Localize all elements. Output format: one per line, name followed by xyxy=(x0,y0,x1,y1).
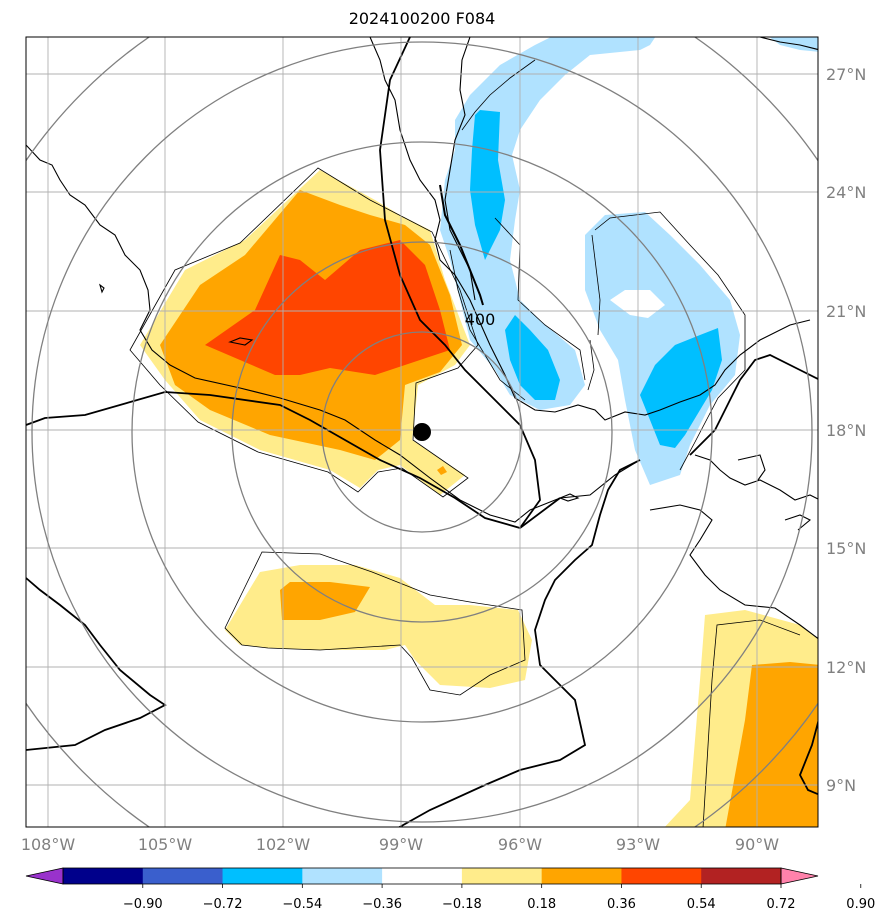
positive-anomaly-region-southeast xyxy=(664,610,818,827)
lat-label: 12°N xyxy=(826,658,866,677)
negative-anomaly-region-caribbean xyxy=(585,212,740,485)
colorbar-tick-label: 0.36 xyxy=(607,897,636,912)
lon-label: 93°W xyxy=(616,835,660,854)
coastlines xyxy=(26,37,818,640)
positive-anomaly-region-south xyxy=(225,565,532,688)
lat-label: 24°N xyxy=(826,183,866,202)
lon-label: 105°W xyxy=(138,835,193,854)
colorbar-extension-high xyxy=(781,868,818,884)
colorbar-swatch xyxy=(382,868,463,884)
map-frame xyxy=(25,36,819,828)
colorbar-swatch xyxy=(302,868,383,884)
geopotential-contour-400 xyxy=(439,184,484,306)
lon-label: 102°W xyxy=(256,835,311,854)
colorbar-tick-label: −0.72 xyxy=(203,897,243,912)
colorbar-tick-label: −0.18 xyxy=(442,897,482,912)
lat-label: 21°N xyxy=(826,302,866,321)
latitude-labels: 27°N 24°N 21°N 18°N 15°N 12°N 9°N xyxy=(826,65,866,795)
lat-label: 15°N xyxy=(826,539,866,558)
anomaly-outline-contours xyxy=(129,59,801,827)
colorbar-tick-label: 0.72 xyxy=(767,897,796,912)
colorbar-tick-label: 0.90 xyxy=(846,897,875,912)
colorbar-swatch xyxy=(701,868,782,884)
storm-center-marker xyxy=(413,423,431,441)
colorbar-swatch xyxy=(621,868,702,884)
lat-lon-gridlines xyxy=(26,37,818,827)
lat-label: 18°N xyxy=(826,421,866,440)
colorbar-tick-label: 0.18 xyxy=(527,897,556,912)
colorbar-tick-label: −0.36 xyxy=(362,897,402,912)
lat-label: 27°N xyxy=(826,65,866,84)
colorbar-extension-low xyxy=(26,868,63,884)
colorbar: −0.90 −0.72 −0.54 −0.36 −0.18 0.18 0.36 0.54 0.7… xyxy=(25,867,875,912)
colorbar-swatch xyxy=(541,868,622,884)
colorbar-swatch xyxy=(461,868,543,884)
colorbar-swatch xyxy=(222,868,303,884)
longitude-labels: 108°W 105°W 102°W 99°W 96°W 93°W 90°W xyxy=(21,835,779,854)
lon-label: 90°W xyxy=(735,835,779,854)
colorbar-tick-label: −0.54 xyxy=(282,897,322,912)
lat-label: 9°N xyxy=(826,776,856,795)
colorbar-swatch xyxy=(63,868,144,884)
colorbar-tick-label: −0.90 xyxy=(123,897,163,912)
map-title: 2024100200 F084 xyxy=(348,9,496,28)
colorbar-tick-label: 0.54 xyxy=(687,897,716,912)
lon-label: 99°W xyxy=(379,835,423,854)
lon-label: 96°W xyxy=(498,835,542,854)
colorbar-swatch xyxy=(142,868,224,884)
contour-label: 400 xyxy=(465,310,496,329)
lon-label: 108°W xyxy=(21,835,76,854)
